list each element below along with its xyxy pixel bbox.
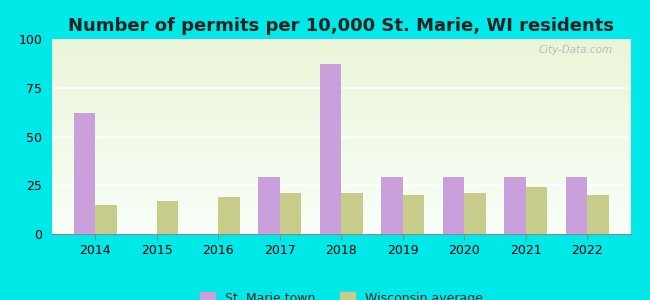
Bar (443, 178, 464, 234)
Bar (504, 178, 526, 234)
Bar (218, 197, 240, 234)
Bar (95, 205, 116, 234)
Bar (341, 193, 363, 234)
Bar (382, 178, 403, 234)
Text: City-Data.com: City-Data.com (539, 45, 613, 55)
Bar (320, 64, 341, 234)
Bar (157, 201, 178, 234)
Bar (403, 195, 424, 234)
Legend: St. Marie town, Wisconsin average: St. Marie town, Wisconsin average (194, 287, 488, 300)
Bar (588, 195, 609, 234)
Bar (526, 187, 547, 234)
Bar (280, 193, 301, 234)
Bar (566, 178, 588, 234)
Bar (73, 113, 95, 234)
Bar (464, 193, 486, 234)
Title: Number of permits per 10,000 St. Marie, WI residents: Number of permits per 10,000 St. Marie, … (68, 17, 614, 35)
Bar (258, 178, 280, 234)
